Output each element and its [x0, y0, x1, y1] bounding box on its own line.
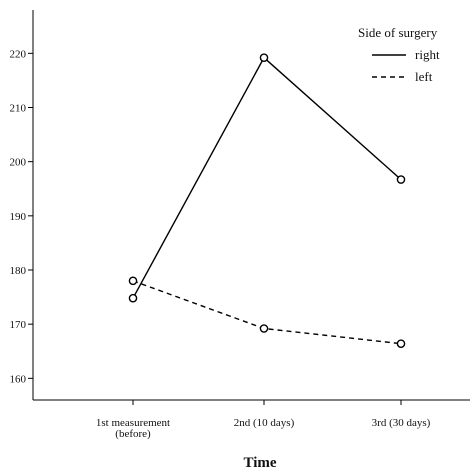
y-tick-label: 160 — [10, 373, 27, 385]
data-point-left — [396, 339, 406, 348]
legend-box — [352, 20, 472, 84]
data-point-left — [259, 324, 269, 333]
y-tick-label: 210 — [10, 103, 27, 115]
x-tick-label: 1st measurement — [96, 417, 170, 429]
y-axis-ticks: 160 170 180 190 200 210 220 — [10, 48, 33, 385]
series-lines — [132, 56, 402, 345]
data-point-right — [396, 175, 406, 184]
x-tick-label: (before) — [115, 428, 151, 440]
x-axis-ticks: 1st measurement(before) 2nd (10 days) 3rd … — [96, 400, 431, 440]
legend: Side of surgery right left — [352, 20, 472, 84]
series-line-left — [132, 280, 402, 345]
y-tick-label: 190 — [10, 211, 27, 223]
series-line-right — [132, 56, 402, 299]
series-points — [128, 53, 406, 348]
y-tick-label: 170 — [10, 319, 27, 331]
axes — [32, 10, 470, 401]
y-tick-label: 200 — [10, 157, 27, 169]
x-tick-label: 2nd (10 days) — [234, 417, 295, 429]
legend-label-right: right — [415, 47, 440, 62]
y-tick-label: 180 — [10, 265, 27, 277]
x-tick-label: 3rd (30 days) — [372, 417, 431, 429]
data-point-right — [128, 293, 138, 303]
y-tick-label: 220 — [10, 48, 27, 60]
data-point-left — [128, 276, 138, 286]
legend-title: Side of surgery — [358, 25, 438, 40]
x-axis-title: Time — [243, 455, 276, 471]
data-point-right — [259, 53, 269, 62]
legend-label-left: left — [415, 69, 433, 84]
